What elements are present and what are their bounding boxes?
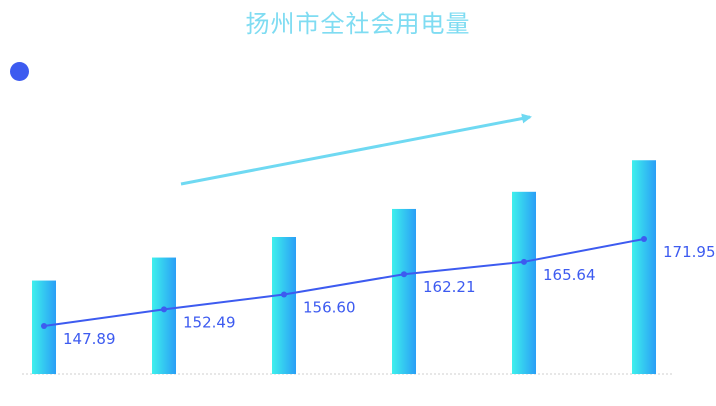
trend-arrow	[180, 113, 532, 186]
data-label-3: 156.60	[303, 299, 356, 317]
line-point-5	[521, 258, 527, 265]
line-point-1	[41, 323, 47, 329]
data-label-6: 171.95	[663, 243, 716, 261]
bar-series	[32, 160, 656, 374]
line-points	[41, 236, 647, 329]
line-point-2	[161, 306, 167, 313]
data-label-5: 165.64	[543, 266, 596, 284]
bar-4	[392, 208, 416, 374]
bar-6	[632, 160, 656, 374]
line-point-6	[641, 236, 647, 242]
legend-marker	[10, 62, 29, 81]
chart-title: 扬州市全社会用电量	[245, 10, 471, 38]
data-labels: 147.89 152.49 156.60 162.21 165.64 171.95	[63, 243, 716, 348]
line-point-3	[281, 291, 287, 298]
data-label-1: 147.89	[63, 330, 116, 348]
data-label-2: 152.49	[183, 313, 236, 331]
data-label-4: 162.21	[423, 278, 476, 296]
bar-3	[272, 237, 296, 374]
bar-2	[152, 257, 176, 374]
line-point-4	[401, 271, 407, 278]
line-series	[43, 238, 645, 327]
bar-5	[512, 191, 536, 374]
